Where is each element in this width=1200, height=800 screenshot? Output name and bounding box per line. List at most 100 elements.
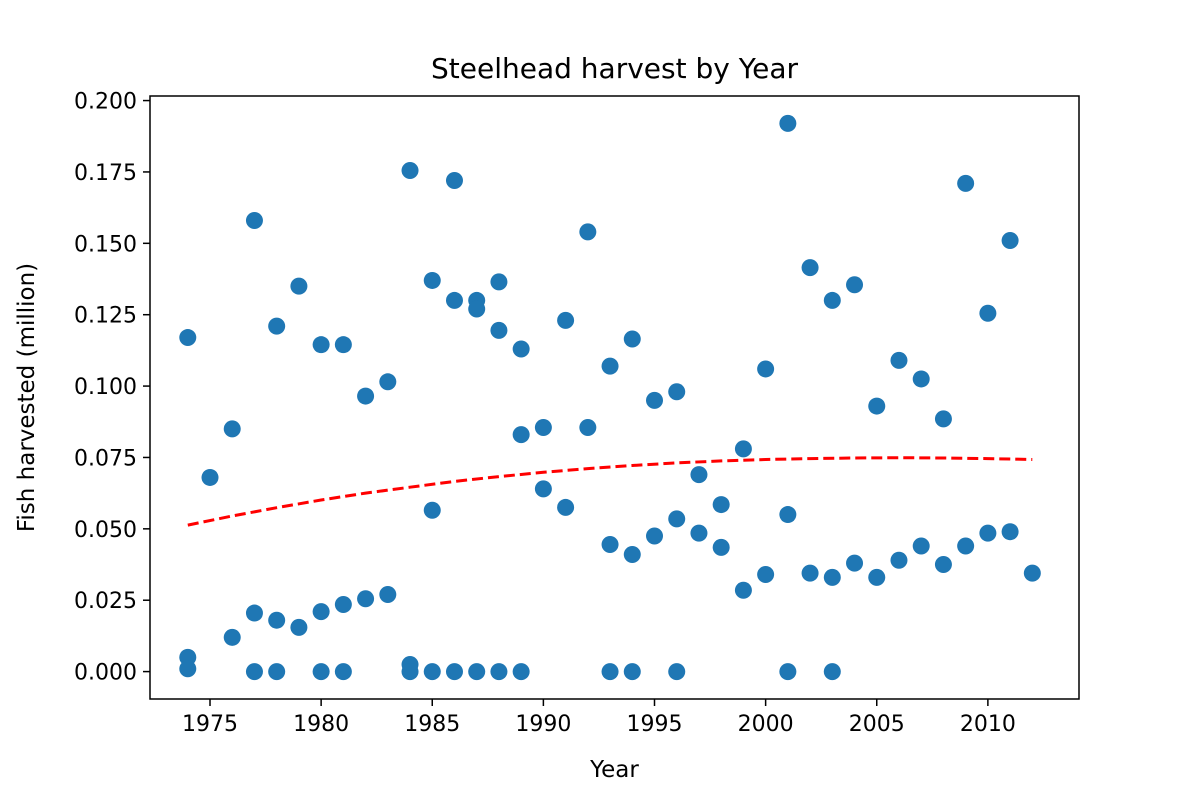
- data-point: [846, 554, 864, 572]
- data-point: [468, 663, 486, 681]
- y-tick-label: 0.100: [74, 375, 137, 400]
- data-point: [823, 291, 841, 309]
- data-point: [734, 581, 752, 599]
- data-point: [490, 321, 508, 339]
- data-point: [423, 501, 441, 519]
- y-axis-label: Fish harvested (million): [14, 263, 40, 532]
- data-point: [957, 537, 975, 555]
- data-point: [401, 663, 419, 681]
- trend-line: [187, 456, 1033, 527]
- data-point: [579, 418, 597, 436]
- data-point: [312, 603, 330, 621]
- x-axis-label: Year: [589, 757, 639, 783]
- data-point: [334, 336, 352, 354]
- data-point: [357, 387, 375, 405]
- data-point: [601, 663, 619, 681]
- data-point: [646, 391, 664, 409]
- data-point: [623, 330, 641, 348]
- y-tick-label: 0.150: [74, 232, 137, 257]
- data-point: [357, 590, 375, 608]
- data-point: [245, 663, 263, 681]
- data-point: [445, 291, 463, 309]
- y-tick-label: 0.175: [74, 161, 137, 186]
- data-point: [179, 660, 197, 678]
- plot-area-frame: [149, 95, 1080, 700]
- data-point: [601, 536, 619, 554]
- data-point: [312, 663, 330, 681]
- data-point: [712, 538, 730, 556]
- data-point: [623, 546, 641, 564]
- data-point: [668, 510, 686, 528]
- data-point: [623, 663, 641, 681]
- data-point: [268, 611, 286, 629]
- data-point: [934, 556, 952, 574]
- data-point: [512, 663, 530, 681]
- data-point: [668, 663, 686, 681]
- data-point: [912, 370, 930, 388]
- data-point: [846, 276, 864, 294]
- y-tick-label: 0.200: [74, 90, 137, 115]
- data-point: [823, 568, 841, 586]
- ticks-layer: 1975 1980 1985 1990 1995 2000 2005 2010 0.000 0.0…: [74, 90, 1016, 737]
- data-point: [423, 663, 441, 681]
- data-point: [179, 329, 197, 347]
- data-point: [268, 663, 286, 681]
- trend-line-layer: [187, 456, 1033, 527]
- data-point: [601, 357, 619, 375]
- data-point: [379, 586, 397, 604]
- data-point: [779, 663, 797, 681]
- data-point: [379, 373, 397, 391]
- data-point: [801, 259, 819, 277]
- data-point: [1001, 523, 1019, 541]
- data-point: [534, 418, 552, 436]
- data-point: [868, 397, 886, 415]
- x-tick-label: 2000: [738, 712, 794, 737]
- x-tick-label: 2010: [960, 712, 1016, 737]
- y-tick-label: 0.075: [74, 446, 137, 471]
- data-point: [423, 271, 441, 289]
- data-point: [890, 351, 908, 369]
- data-point: [445, 663, 463, 681]
- data-point: [979, 524, 997, 542]
- data-point: [312, 336, 330, 354]
- data-point: [445, 172, 463, 190]
- data-point: [757, 360, 775, 378]
- data-point: [779, 114, 797, 132]
- data-point: [868, 568, 886, 586]
- x-tick-label: 1980: [293, 712, 349, 737]
- data-point: [1023, 564, 1041, 582]
- y-tick-label: 0.000: [74, 661, 137, 686]
- data-point: [512, 426, 530, 444]
- data-point: [512, 340, 530, 358]
- data-point: [890, 551, 908, 569]
- data-point: [779, 506, 797, 524]
- data-point: [668, 383, 686, 401]
- data-point: [245, 604, 263, 622]
- data-point: [712, 496, 730, 514]
- y-tick-label: 0.125: [74, 304, 137, 329]
- data-point: [268, 317, 286, 335]
- data-point: [223, 420, 241, 438]
- data-point: [490, 273, 508, 291]
- data-point: [757, 566, 775, 584]
- x-tick-label: 1995: [627, 712, 683, 737]
- data-point: [823, 663, 841, 681]
- chart-title: Steelhead harvest by Year: [431, 52, 798, 85]
- data-point: [690, 466, 708, 484]
- data-point: [646, 527, 664, 545]
- data-point: [579, 223, 597, 241]
- data-point: [979, 304, 997, 322]
- data-point: [401, 162, 419, 180]
- data-point: [334, 595, 352, 613]
- data-point: [934, 410, 952, 428]
- data-point: [201, 468, 219, 486]
- data-point: [245, 211, 263, 229]
- data-point: [557, 498, 575, 516]
- data-points: [179, 114, 1041, 681]
- data-point: [957, 174, 975, 192]
- data-point: [912, 537, 930, 555]
- data-point: [534, 480, 552, 498]
- data-point: [290, 618, 308, 636]
